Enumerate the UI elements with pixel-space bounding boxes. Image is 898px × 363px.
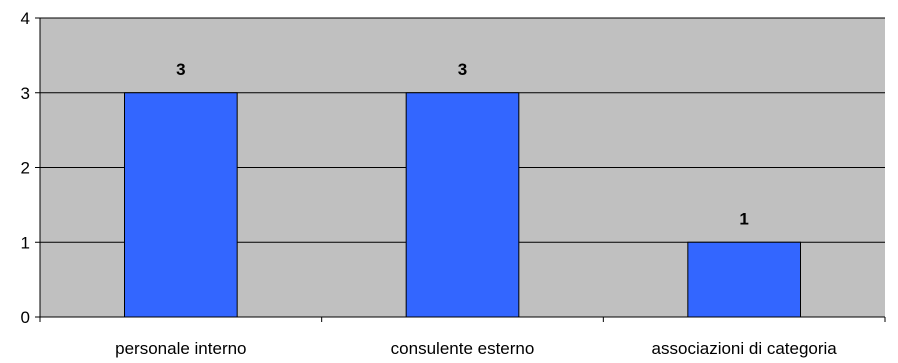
category-label-3: associazioni di categoria xyxy=(652,339,838,358)
y-tick-label-3: 3 xyxy=(21,84,30,103)
y-tick-label-4: 4 xyxy=(21,9,30,28)
bar-3 xyxy=(687,241,801,318)
bars xyxy=(124,92,801,318)
data-label-2: 3 xyxy=(458,60,467,79)
y-tick-label-1: 1 xyxy=(21,233,30,252)
y-tick-label-2: 2 xyxy=(21,159,30,178)
category-label-1: personale interno xyxy=(115,339,246,358)
labels: 0 1 2 3 4 personale interno consulente esterno… xyxy=(21,9,838,358)
bar-1 xyxy=(124,92,238,318)
data-label-1: 3 xyxy=(176,60,185,79)
data-label-3: 1 xyxy=(739,209,748,228)
y-tick-label-0: 0 xyxy=(21,308,30,327)
bar-2 xyxy=(405,92,520,318)
axes xyxy=(35,17,886,322)
category-label-2: consulente esterno xyxy=(391,339,535,358)
